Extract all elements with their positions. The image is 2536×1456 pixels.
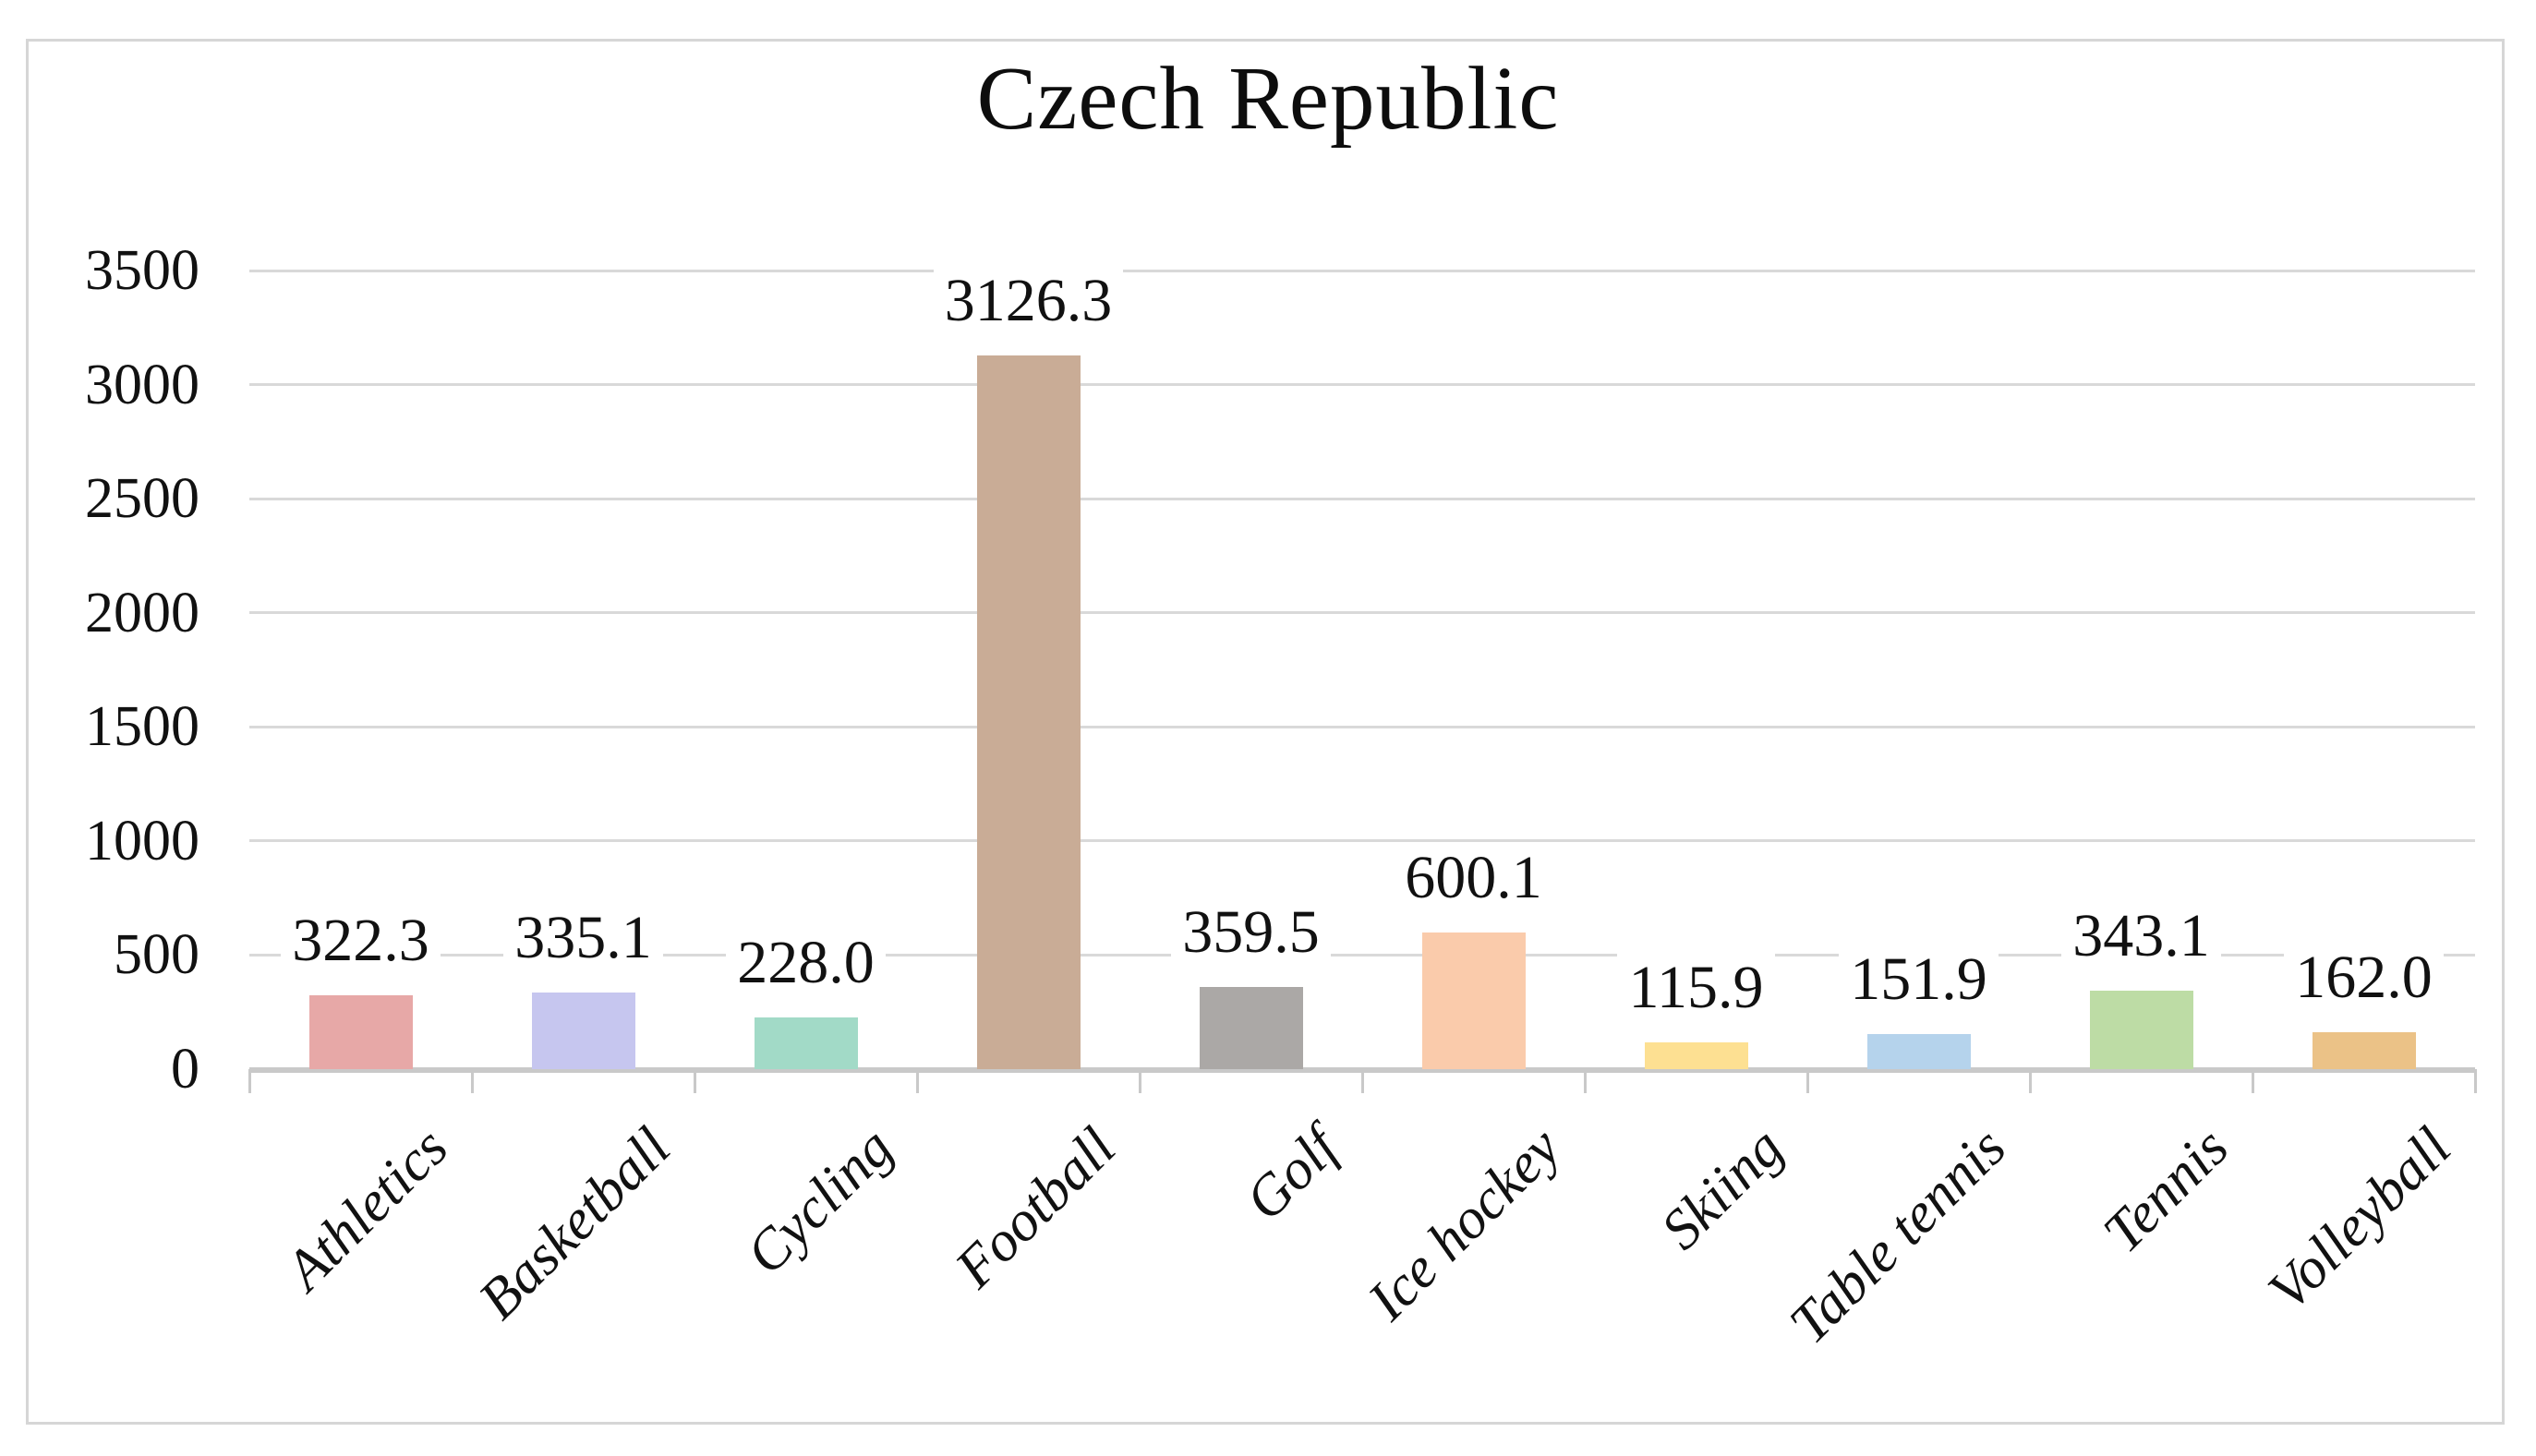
data-label-wrap-football: 3126.3 [743,265,1315,338]
data-label-wrap-volleyball: 162.0 [2078,941,2536,1014]
bar-table-tennis [1866,1034,1971,1069]
bar-golf [1199,987,1303,1069]
x-axis-tick [693,1069,696,1093]
data-label-ice-hockey: 600.1 [1394,841,1553,914]
gridline-500 [249,953,2475,957]
data-label-table-tennis: 151.9 [1839,944,1999,1017]
data-label-cycling: 228.0 [726,926,886,999]
y-axis-tick-label: 500 [114,923,199,987]
x-axis-tick [2251,1069,2254,1093]
data-label-wrap-cycling: 228.0 [520,926,1093,999]
data-label-tennis: 343.1 [2061,900,2221,973]
data-label-wrap-basketball: 335.1 [297,902,870,975]
data-label-golf: 359.5 [1171,896,1331,969]
data-label-athletics: 322.3 [281,905,441,978]
data-label-football: 3126.3 [933,265,1124,338]
gridline-3000 [249,383,2475,387]
x-axis-tick [2028,1069,2032,1093]
data-label-wrap-ice-hockey: 600.1 [1188,841,1760,914]
bar-athletics [308,995,413,1069]
y-axis-tick-label: 3000 [85,353,199,416]
bar-football [976,355,1081,1069]
bar-ice-hockey [1421,932,1526,1069]
x-axis-tick [915,1069,919,1093]
x-axis-tick [1360,1069,1364,1093]
y-axis-tick-label: 1000 [85,809,199,872]
y-axis-tick-label: 1500 [85,695,199,759]
bar-skiing [1644,1042,1748,1069]
chart-title: Czech Republic [976,49,1560,148]
data-label-wrap-golf: 359.5 [965,896,1538,969]
data-label-volleyball: 162.0 [2284,941,2444,1014]
gridline-2500 [249,497,2475,500]
y-axis-tick-label: 2500 [85,467,199,531]
gridline-1000 [249,839,2475,843]
y-axis-tick-label: 3500 [85,239,199,302]
gridline-2000 [249,611,2475,615]
x-axis-tick [470,1069,474,1093]
data-label-wrap-tennis: 343.1 [1855,900,2428,973]
gridline-1500 [249,725,2475,728]
x-axis-tick [1583,1069,1587,1093]
gridline-3500 [249,269,2475,272]
data-label-wrap-skiing: 115.9 [1410,952,1983,1025]
x-axis-tick [1805,1069,1809,1093]
x-axis-tick [248,1069,251,1093]
bar-volleyball [2312,1031,2416,1069]
bar-cycling [754,1017,858,1069]
bar-tennis [2089,991,2193,1069]
bar-basketball [531,993,635,1069]
x-axis-tick [2473,1069,2477,1093]
data-label-wrap-athletics: 322.3 [75,905,647,978]
y-axis-tick-label: 0 [171,1038,199,1101]
x-axis-tick [1138,1069,1141,1093]
data-label-wrap-table-tennis: 151.9 [1633,944,2205,1017]
y-axis-tick-label: 2000 [85,581,199,644]
data-label-basketball: 335.1 [503,902,663,975]
data-label-skiing: 115.9 [1617,952,1775,1025]
